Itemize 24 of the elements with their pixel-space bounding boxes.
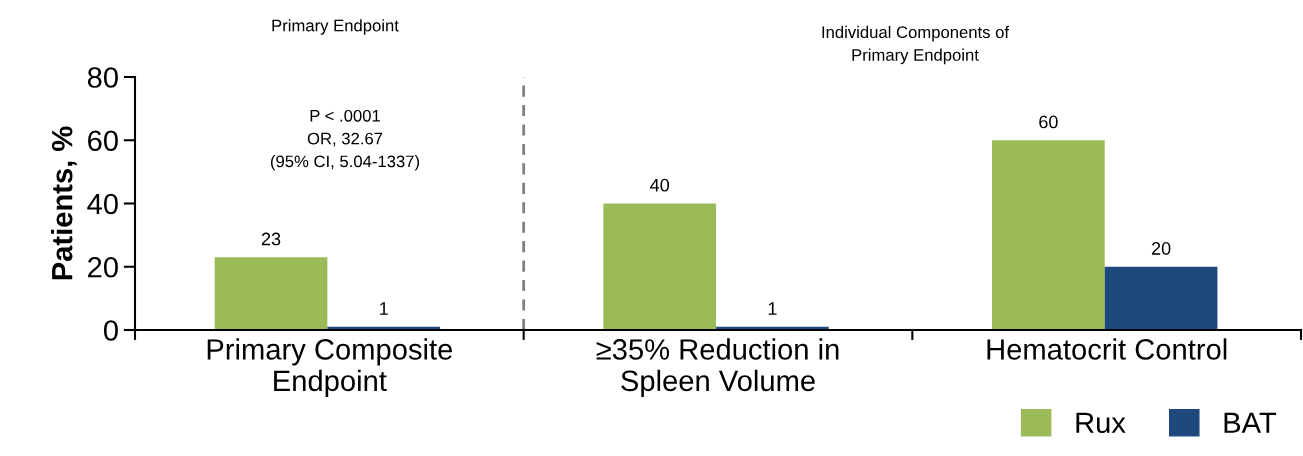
annotation: P < .0001 OR, 32.67 (95% CI, 5.04-1337) [271,109,420,171]
bar [214,257,328,330]
y-tick-label: 20 [88,256,118,278]
legend-label: BAT [1224,412,1277,433]
data-label: 23 [261,232,281,246]
y-axis-title: Patients, % [51,126,77,280]
y-tick-label: 40 [87,193,118,215]
y-tick-label: 60 [88,130,118,152]
text: Primary Endpoint [272,19,399,35]
bar [992,140,1105,330]
y-tick-label: 0 [103,320,118,341]
data-label: 1 [380,302,388,315]
text: Individual Components of Primary Endpoint [822,25,1010,65]
data-label: 40 [650,178,670,192]
bar [1104,266,1218,330]
data-label: 60 [1039,115,1058,129]
legend-label: Rux [1076,412,1126,434]
bar [603,203,717,330]
x-tick-label: ≥35% Reduction in Spleen Volume [596,338,839,397]
data-label: 1 [768,302,777,315]
data-label: 20 [1151,242,1171,255]
y-tick-label: 80 [87,67,118,88]
x-tick-label: Hematocrit Control [987,338,1227,360]
x-tick-label: Primary Composite Endpoint [207,338,453,397]
